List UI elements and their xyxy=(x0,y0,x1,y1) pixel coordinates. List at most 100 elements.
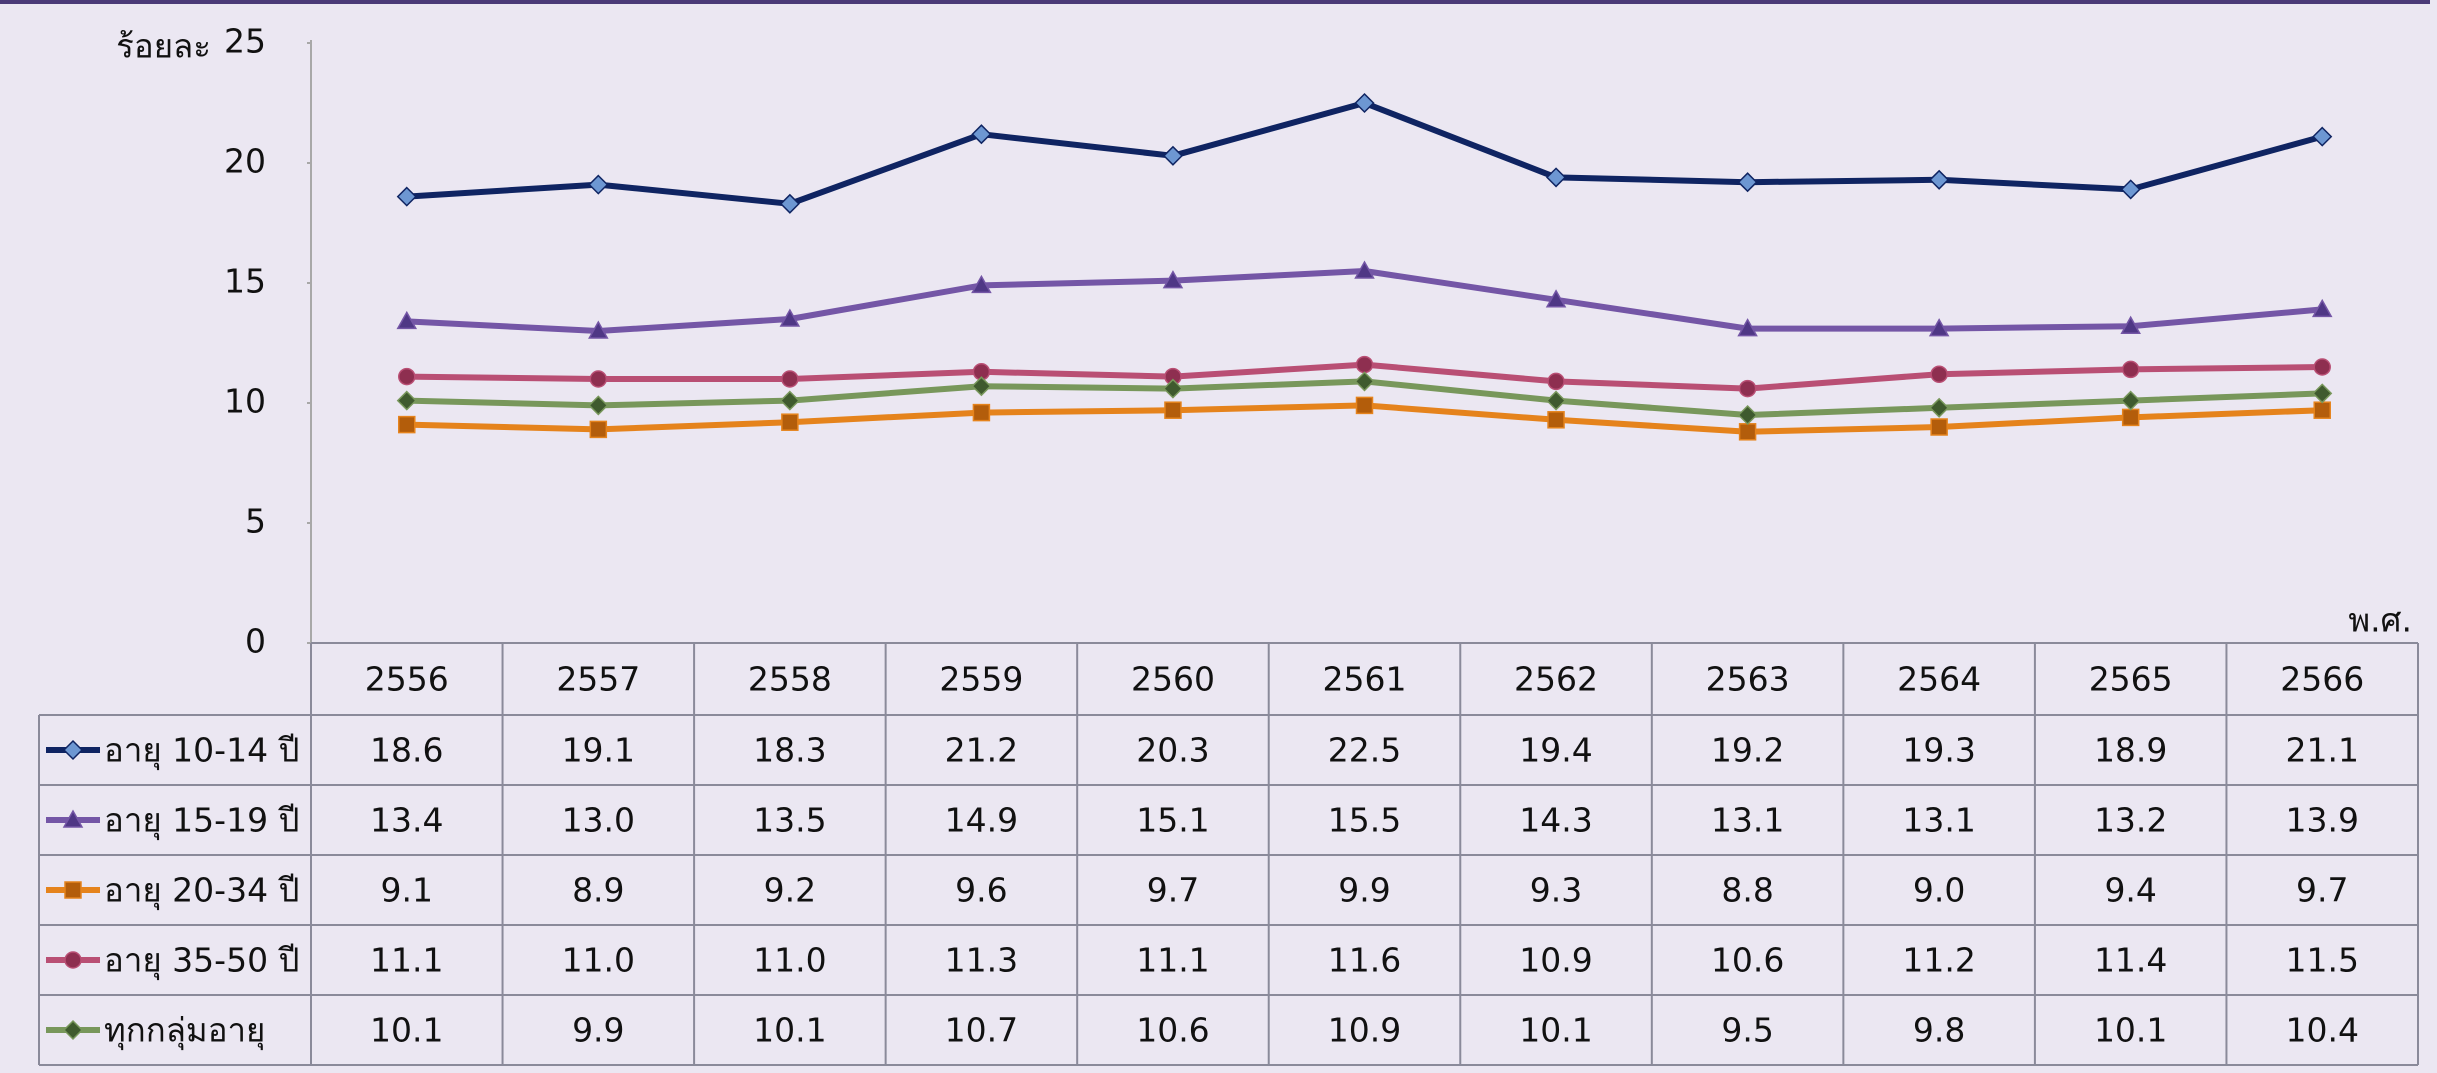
point-marker xyxy=(396,186,417,207)
y-tick-label: 5 xyxy=(245,502,266,541)
point-marker xyxy=(1164,401,1182,419)
table-value: 9.5 xyxy=(1721,1011,1773,1050)
point-marker xyxy=(1545,390,1567,411)
point-marker xyxy=(972,403,991,422)
point-marker xyxy=(398,415,416,434)
point-marker xyxy=(589,370,608,388)
point-marker xyxy=(1354,260,1375,279)
table-value: 21.1 xyxy=(2285,731,2358,770)
table-value: 9.6 xyxy=(955,871,1007,910)
point-marker xyxy=(588,320,609,339)
point-marker xyxy=(589,420,608,439)
table-value: 11.1 xyxy=(370,941,443,980)
x-tick-label: 2562 xyxy=(1514,660,1598,699)
table-value: 18.3 xyxy=(753,731,826,770)
table-value: 22.5 xyxy=(1328,731,1401,770)
table-value: 13.0 xyxy=(562,801,635,840)
y-tick-label: 25 xyxy=(224,22,266,61)
point-marker xyxy=(398,367,416,386)
point-marker xyxy=(779,308,801,327)
legend-marker xyxy=(62,809,84,828)
x-tick-label: 2556 xyxy=(365,660,449,699)
point-marker xyxy=(588,395,609,416)
legend-label: ทุกกลุ่มอายุ xyxy=(104,1011,265,1051)
table-value: 13.1 xyxy=(1711,801,1784,840)
table-value: 10.6 xyxy=(1711,941,1784,980)
point-marker xyxy=(1737,172,1758,193)
table-value: 11.2 xyxy=(1902,941,1975,980)
point-marker xyxy=(1928,318,1950,337)
point-marker xyxy=(1545,289,1567,308)
point-marker xyxy=(2120,179,2141,200)
point-marker xyxy=(971,376,992,397)
point-marker xyxy=(1355,396,1374,415)
table-value: 11.0 xyxy=(753,941,826,980)
point-marker xyxy=(779,390,800,411)
table-value: 9.1 xyxy=(381,871,433,910)
point-marker xyxy=(1547,372,1565,391)
point-marker xyxy=(2313,401,2331,419)
x-tick-label: 2566 xyxy=(2280,660,2364,699)
point-marker xyxy=(1737,318,1758,337)
table-value: 20.3 xyxy=(1136,731,1209,770)
point-marker xyxy=(2121,360,2140,379)
point-marker xyxy=(1737,404,1758,426)
table-value: 13.9 xyxy=(2285,801,2358,840)
table-value: 13.5 xyxy=(753,801,826,840)
table-value: 11.5 xyxy=(2285,941,2358,980)
legend-label: อายุ 20-34 ปี xyxy=(104,871,300,911)
legend-label: อายุ 35-50 ปี xyxy=(104,941,300,981)
point-marker xyxy=(1929,397,1950,418)
table-value: 9.2 xyxy=(764,871,816,910)
table-value: 13.4 xyxy=(370,801,443,840)
table-value: 10.1 xyxy=(2094,1011,2167,1050)
table-value: 9.7 xyxy=(2296,871,2348,910)
table-value: 19.3 xyxy=(1902,731,1975,770)
table-value: 8.8 xyxy=(1721,871,1773,910)
point-marker xyxy=(2313,358,2331,376)
legend-label: อายุ 15-19 ปี xyxy=(104,801,300,841)
point-marker xyxy=(1930,365,1948,383)
x-tick-label: 2563 xyxy=(1706,660,1790,699)
table-value: 9.9 xyxy=(572,1011,624,1050)
point-marker xyxy=(1354,92,1375,114)
point-marker xyxy=(2120,315,2141,334)
table-value: 11.1 xyxy=(1136,941,1209,980)
point-marker xyxy=(1930,418,1948,436)
table-value: 19.2 xyxy=(1711,731,1784,770)
y-tick-label: 0 xyxy=(245,622,266,661)
x-tick-label: 2561 xyxy=(1323,660,1407,699)
point-marker xyxy=(1547,411,1565,429)
table-value: 10.9 xyxy=(1328,1011,1401,1050)
table-value: 10.1 xyxy=(753,1011,826,1050)
table-value: 18.9 xyxy=(2094,731,2167,770)
table-value: 19.4 xyxy=(1519,731,1592,770)
table-value: 9.4 xyxy=(2104,871,2156,910)
table-value: 19.1 xyxy=(562,731,635,770)
point-marker xyxy=(396,390,417,411)
legend-marker xyxy=(64,881,82,899)
y-tick-label: 15 xyxy=(224,262,266,301)
legend-label: อายุ 10-14 ปี xyxy=(104,731,300,771)
table-value: 13.2 xyxy=(2094,801,2167,840)
point-marker xyxy=(1354,371,1375,392)
table-value: 10.1 xyxy=(370,1011,443,1050)
x-tick-label: 2564 xyxy=(1897,660,1981,699)
point-marker xyxy=(1162,145,1184,166)
y-axis-label: ร้อยละ xyxy=(116,27,211,66)
point-marker xyxy=(2121,408,2140,427)
table-value: 11.0 xyxy=(562,941,635,980)
table-value: 9.8 xyxy=(1913,1011,1965,1050)
table-value: 8.9 xyxy=(572,871,624,910)
point-marker xyxy=(396,310,418,330)
x-axis-label: พ.ศ. xyxy=(2348,601,2412,640)
point-marker xyxy=(2312,126,2333,147)
table-value: 9.9 xyxy=(1338,871,1390,910)
table-value: 10.7 xyxy=(945,1011,1018,1050)
table-value: 10.9 xyxy=(1519,941,1592,980)
legend-marker xyxy=(62,739,84,761)
table-value: 14.3 xyxy=(1519,801,1592,840)
point-marker xyxy=(588,174,609,195)
